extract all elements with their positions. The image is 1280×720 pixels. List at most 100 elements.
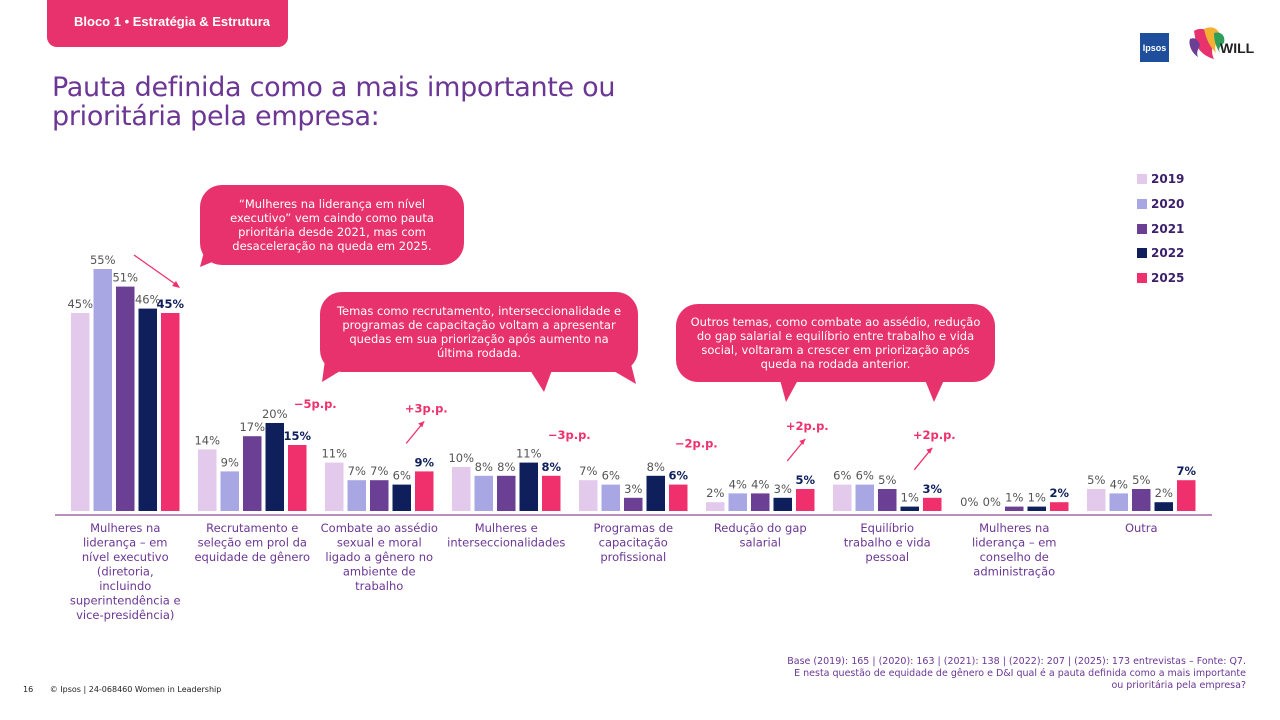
bar-label-2019-1: 14% [194,433,220,447]
delta-label-4: −2p.p. [675,437,718,451]
bar-label-2021-8: 5% [1132,473,1150,487]
bar-label-2020-1: 9% [221,455,239,469]
callout-arrow [133,254,179,287]
callout-recruitment: Temas como recrutamento, interseccionali… [320,292,638,372]
legend-label: 2020 [1151,197,1185,212]
category-label-0: Mulheres na liderança – em nível executivo… [70,521,181,622]
bar-label-2020-7: 0% [983,495,1001,509]
bar-2022-1 [265,423,284,511]
bar-label-2020-6: 6% [856,469,874,483]
bar-2025-8 [1177,480,1196,511]
legend-item-2021: 2021 [1137,216,1184,241]
bar-label-2020-8: 4% [1110,477,1128,491]
bar-label-2022-7: 1% [1028,491,1046,505]
bar-label-2025-2: 9% [414,455,434,469]
legend-swatch-2020 [1137,199,1147,210]
bar-2025-3 [542,475,561,511]
bar-label-2022-4: 8% [647,460,665,474]
bar-2021-5 [751,493,770,511]
bar-2021-2 [370,480,389,511]
bar-2020-2 [347,480,366,511]
bar-2020-3 [474,475,493,511]
bar-2022-2 [392,484,411,511]
chart-legend: 2019 2020 2021 2022 2025 [1137,167,1184,290]
delta-label-6: +2p.p. [913,428,956,442]
bar-label-2019-3: 10% [448,451,474,465]
bar-2021-6 [878,489,897,511]
bar-label-2022-5: 3% [774,482,792,496]
bar-label-2022-0: 46% [135,293,161,307]
bar-2019-1 [198,449,217,511]
will-logo-icon [1189,27,1225,59]
page-number: 16 [23,685,34,694]
bar-2019-8 [1087,489,1106,511]
legend-label: 2025 [1151,271,1185,286]
bubble-tail-3b [925,378,945,402]
bar-2020-4 [601,484,620,511]
copyright: © Ipsos | 24-068460 Women in Leadership [49,685,222,694]
bar-label-2019-6: 6% [833,469,851,483]
category-label-6: Equilíbrio trabalho e vida pessoal [844,521,931,564]
legend-item-2020: 2020 [1137,192,1184,217]
bar-label-2020-0: 55% [90,253,116,267]
bar-2025-1 [288,445,307,511]
bar-label-2022-3: 11% [516,447,542,461]
bar-2025-6 [923,497,942,511]
legend-swatch-2021 [1137,223,1147,234]
bar-label-2025-3: 8% [541,460,561,474]
bar-label-2025-5: 5% [795,473,815,487]
bar-2020-0 [93,269,112,511]
bar-label-2020-5: 4% [729,477,747,491]
bar-label-2025-8: 7% [1176,464,1196,478]
bar-label-2025-4: 6% [668,469,688,483]
bar-2022-3 [519,462,538,511]
bar-label-2021-6: 5% [878,473,896,487]
bar-2025-2 [415,471,434,511]
bar-label-2021-1: 17% [239,420,265,434]
bar-2020-8 [1109,493,1128,511]
legend-swatch-2019 [1137,174,1147,185]
section-tag: Bloco 1 • Estratégia & Estrutura [47,0,288,47]
bar-label-2025-7: 2% [1049,486,1069,500]
footer-left: 16 © Ipsos | 24-068460 Women in Leadersh… [23,685,221,694]
bar-label-2020-4: 6% [602,469,620,483]
bar-label-2021-4: 3% [624,482,642,496]
legend-label: 2022 [1151,246,1185,261]
bar-label-2022-6: 1% [901,491,919,505]
bar-label-2019-8: 5% [1087,473,1105,487]
bar-2022-8 [1154,502,1173,511]
category-label-8: Outra [1125,521,1158,535]
bar-2021-4 [624,497,643,511]
bar-label-2019-2: 11% [321,447,347,461]
bar-label-2021-0: 51% [112,271,138,285]
page-title: Pauta definida como a mais importante ou… [52,72,616,132]
legend-item-2019: 2019 [1137,167,1184,192]
legend-item-2022: 2022 [1137,241,1184,266]
will-logo-text: WILL [1220,40,1255,56]
bar-label-2025-0: 45% [156,297,184,311]
callout-other-topics: Outros temas, como combate ao assédio, r… [676,304,995,382]
bar-label-2021-3: 8% [497,460,515,474]
bar-2019-0 [71,313,90,511]
legend-swatch-2022 [1137,248,1147,259]
delta-arrowhead-6 [926,447,933,454]
bar-label-2019-7: 0% [960,495,978,509]
bar-label-2022-8: 2% [1155,486,1173,500]
delta-label-3: −3p.p. [548,428,591,442]
delta-arrowhead-2 [418,421,425,428]
bar-2022-4 [646,475,665,511]
bar-2021-1 [243,436,262,511]
delta-label-1: −5p.p. [294,397,337,411]
callout-arrowhead [172,281,180,288]
bar-2025-4 [669,484,688,511]
ipsos-logo: Ipsos [1140,33,1169,62]
bar-2022-7 [1027,506,1046,511]
bar-label-2022-1: 20% [262,407,288,421]
category-label-5: Redução do gap salarial [714,521,807,550]
bar-2022-6 [900,506,919,511]
category-label-1: Recrutamento e seleção em prol da equidade… [194,521,310,564]
bar-label-2019-4: 7% [579,464,597,478]
category-label-4: Programas de capacitação profissional [593,521,673,564]
bar-label-2020-3: 8% [475,460,493,474]
